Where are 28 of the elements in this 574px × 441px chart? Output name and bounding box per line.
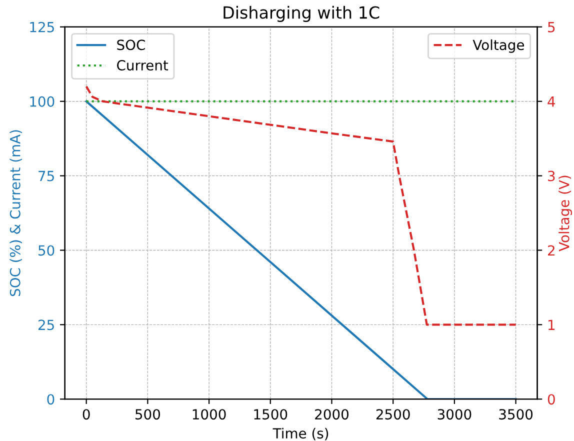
y-tick-label: 25 <box>38 320 54 330</box>
x-axis-title: Time (s) <box>272 428 328 440</box>
x-tick-label: 2500 <box>376 409 410 420</box>
y-tick-label: 75 <box>38 170 54 182</box>
chart-title: Disharging with 1C <box>224 6 380 22</box>
legend-label: Current <box>117 60 168 71</box>
y2-tick-label: 5 <box>548 22 555 32</box>
line-series <box>85 85 517 326</box>
x-tick-label: 500 <box>136 409 160 420</box>
y-tick-label: 50 <box>38 245 54 256</box>
x-tick-label: 2000 <box>315 409 348 420</box>
x-tick-label: 0 <box>82 409 90 420</box>
legend-label: Voltage <box>472 39 524 53</box>
y2-tick-label: 4 <box>548 96 556 107</box>
y-tick-label: 0 <box>47 394 54 405</box>
x-tick-label: 3500 <box>499 409 533 420</box>
y-tick-label: 125 <box>30 22 54 32</box>
y2-tick-label: 3 <box>548 170 555 182</box>
y2-tick-label: 2 <box>548 245 554 256</box>
x-tick-label: 1000 <box>192 409 226 420</box>
y-axis-title: SOC (%) & Current (mA) <box>10 130 22 296</box>
y2-tick-label: 0 <box>548 394 555 405</box>
y2-tick-label: 1 <box>548 320 555 330</box>
x-tick-label: 3000 <box>438 409 472 420</box>
x-tick-label: 1500 <box>254 409 288 420</box>
legend-label: SOC <box>117 40 145 50</box>
y-tick-label: 100 <box>30 96 54 107</box>
y2-axis-title: Voltage (V) <box>558 176 572 252</box>
